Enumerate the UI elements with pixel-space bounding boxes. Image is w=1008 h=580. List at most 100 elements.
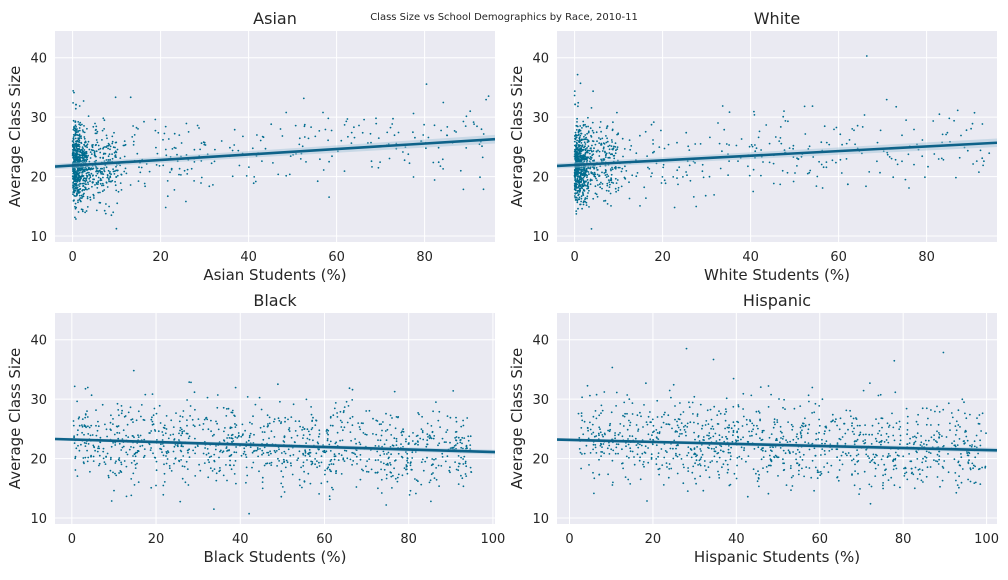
data-point bbox=[936, 460, 939, 463]
data-point bbox=[179, 426, 182, 429]
data-point bbox=[86, 206, 89, 208]
data-point bbox=[577, 131, 580, 133]
data-point bbox=[580, 427, 583, 429]
data-point bbox=[114, 444, 117, 446]
data-point bbox=[92, 125, 95, 128]
data-point bbox=[773, 418, 776, 421]
data-point bbox=[75, 140, 77, 143]
data-point bbox=[584, 184, 586, 187]
data-point bbox=[200, 160, 203, 162]
data-point bbox=[920, 435, 922, 437]
data-point bbox=[437, 146, 440, 149]
data-point bbox=[180, 445, 183, 448]
data-point bbox=[771, 450, 773, 452]
data-point bbox=[85, 150, 88, 153]
data-point bbox=[72, 128, 75, 131]
data-point bbox=[121, 409, 123, 412]
data-point bbox=[642, 463, 644, 466]
data-point bbox=[449, 466, 451, 469]
data-point bbox=[752, 468, 755, 471]
data-point bbox=[823, 432, 826, 435]
data-point bbox=[584, 169, 587, 172]
y-axis-label: Average Class Size bbox=[6, 66, 24, 207]
data-point bbox=[755, 147, 758, 150]
data-point bbox=[781, 169, 784, 172]
data-point bbox=[669, 447, 672, 450]
data-point bbox=[971, 122, 974, 125]
data-point bbox=[107, 474, 110, 477]
data-point bbox=[428, 434, 431, 437]
data-point bbox=[298, 137, 301, 140]
data-point bbox=[906, 422, 909, 424]
data-point bbox=[460, 446, 463, 449]
data-point bbox=[105, 182, 108, 184]
data-point bbox=[611, 484, 614, 486]
data-point bbox=[446, 455, 449, 458]
data-point bbox=[89, 157, 92, 159]
data-point bbox=[602, 146, 605, 149]
y-tick-label: 30 bbox=[532, 393, 549, 408]
data-point bbox=[601, 150, 604, 152]
y-tick-label: 30 bbox=[30, 111, 47, 126]
data-point bbox=[581, 419, 584, 422]
data-point bbox=[853, 440, 856, 443]
data-point bbox=[97, 447, 99, 450]
data-point bbox=[588, 152, 591, 155]
y-tick-label: 40 bbox=[30, 334, 47, 349]
data-point bbox=[213, 468, 216, 470]
data-point bbox=[132, 369, 135, 372]
data-point bbox=[713, 448, 715, 450]
data-point bbox=[609, 192, 612, 195]
data-point bbox=[361, 468, 363, 471]
data-point bbox=[143, 419, 146, 421]
data-point bbox=[725, 397, 728, 400]
data-point bbox=[596, 195, 599, 198]
data-point bbox=[280, 470, 283, 473]
data-point bbox=[641, 452, 644, 455]
data-point bbox=[105, 456, 107, 458]
data-point bbox=[169, 171, 171, 174]
data-point bbox=[304, 450, 307, 453]
data-point bbox=[678, 435, 680, 438]
data-point bbox=[155, 460, 158, 463]
data-point bbox=[397, 473, 400, 476]
data-point bbox=[324, 473, 326, 476]
data-point bbox=[105, 159, 108, 161]
data-point bbox=[953, 458, 956, 461]
data-point bbox=[75, 147, 78, 149]
data-point bbox=[355, 449, 358, 451]
data-point bbox=[906, 478, 909, 481]
data-point bbox=[915, 420, 918, 423]
data-point bbox=[718, 438, 721, 441]
data-point bbox=[219, 469, 222, 472]
data-point bbox=[658, 467, 661, 470]
data-point bbox=[421, 430, 424, 432]
data-point bbox=[130, 446, 132, 448]
data-point bbox=[593, 175, 596, 178]
data-point bbox=[437, 464, 440, 467]
data-point bbox=[178, 134, 181, 137]
y-tick-label: 20 bbox=[30, 453, 47, 468]
data-point bbox=[86, 146, 88, 149]
data-point bbox=[101, 403, 104, 406]
data-point bbox=[580, 412, 583, 414]
data-point bbox=[116, 169, 119, 172]
data-point bbox=[170, 168, 173, 171]
data-point bbox=[316, 441, 319, 444]
data-point bbox=[210, 162, 213, 165]
data-point bbox=[365, 465, 367, 468]
data-point bbox=[737, 404, 740, 406]
data-point bbox=[328, 160, 330, 163]
data-point bbox=[89, 168, 92, 171]
data-point bbox=[849, 454, 852, 457]
data-point bbox=[706, 434, 708, 437]
data-point bbox=[758, 412, 761, 414]
data-point bbox=[133, 459, 136, 462]
data-point bbox=[856, 438, 859, 441]
data-point bbox=[853, 129, 855, 132]
data-point bbox=[86, 449, 88, 452]
data-point bbox=[380, 478, 383, 481]
data-point bbox=[104, 423, 106, 426]
data-point bbox=[113, 131, 115, 134]
data-point bbox=[809, 169, 812, 172]
